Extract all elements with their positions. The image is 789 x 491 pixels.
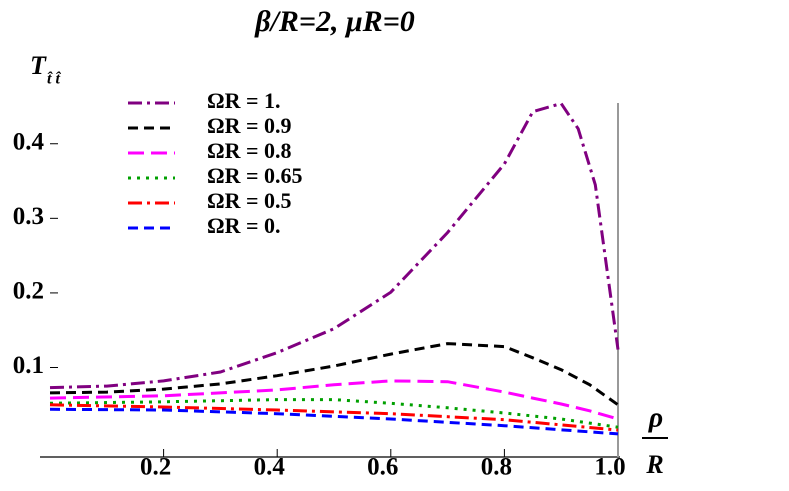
legend-label: ΩR = 0.5 (207, 188, 292, 213)
y-axis-label: T (30, 51, 47, 80)
series-line (49, 342, 619, 407)
x-tick-label: 0.8 (481, 454, 512, 481)
legend-label: ΩR = 1. (207, 88, 281, 113)
x-tick-label: 1.0 (594, 454, 625, 481)
x-tick-label: 0.4 (254, 454, 286, 481)
chart-title: β/R=2, μR=0 (254, 5, 415, 38)
y-tick-label: 0.3 (13, 203, 44, 230)
series-line (49, 101, 620, 390)
series-line (49, 398, 619, 429)
y-tick-label: 0.2 (13, 278, 44, 305)
x-axis-label-num: ρ (648, 402, 663, 433)
legend-label: ΩR = 0.65 (207, 163, 303, 188)
series-line (49, 407, 619, 436)
y-tick-label: 0.4 (13, 128, 45, 155)
x-tick-label: 0.2 (140, 454, 171, 481)
x-axis-label-den: R (645, 450, 663, 479)
legend-label: ΩR = 0.9 (207, 113, 292, 138)
legend-label: ΩR = 0. (207, 213, 281, 238)
x-tick-label: 0.6 (367, 454, 398, 481)
series-line (49, 379, 619, 421)
legend-label: ΩR = 0.8 (207, 138, 292, 163)
series-line (49, 403, 619, 432)
y-tick-label: 0.1 (13, 352, 44, 379)
y-axis-label-sub: t̂ t̂ (47, 71, 61, 88)
